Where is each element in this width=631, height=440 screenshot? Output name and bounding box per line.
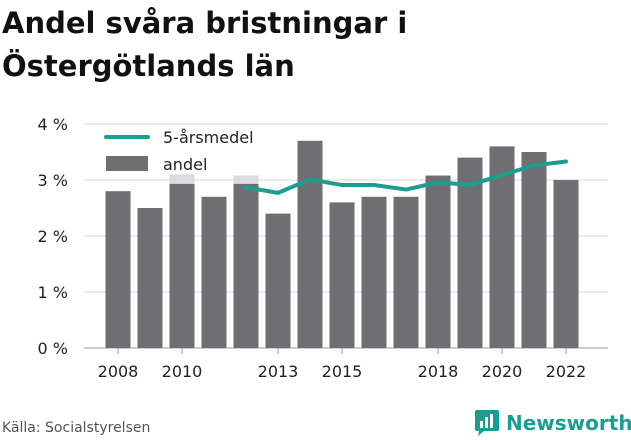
bar-andel — [521, 152, 547, 348]
legend-swatch-andel — [106, 156, 148, 171]
bar-andel — [169, 183, 195, 348]
bars-andel — [105, 140, 579, 348]
bar-andel — [425, 175, 451, 348]
bar-andel — [265, 213, 291, 348]
chart-title: Andel svåra bristningar i Östergötlands … — [2, 6, 408, 83]
legend-label-5-arsmedel: 5-årsmedel — [163, 128, 254, 147]
bar-andel — [457, 157, 483, 348]
bar-andel — [329, 202, 355, 348]
x-tick-label: 2013 — [258, 362, 299, 381]
y-tick-label: 4 % — [38, 115, 68, 134]
bar-andel — [297, 140, 323, 348]
y-tick-label: 3 % — [38, 171, 68, 190]
legend: 5-årsmedel andel — [104, 128, 254, 174]
y-tick-label: 2 % — [38, 227, 68, 246]
x-tick-label: 2010 — [162, 362, 203, 381]
x-tick-label: 2008 — [98, 362, 139, 381]
bar-andel — [393, 196, 419, 348]
bar-andel — [105, 191, 131, 348]
bar-andel — [489, 146, 515, 348]
bar-andel — [361, 196, 387, 348]
y-tick-label: 0 % — [38, 339, 68, 358]
x-tick-label: 2018 — [418, 362, 459, 381]
bar-andel — [553, 180, 579, 348]
y-tick-label: 1 % — [38, 283, 68, 302]
newsworthy-logo: Newsworthy — [474, 406, 631, 440]
line-5-arsmedel — [244, 159, 568, 195]
source-credit: Källa: Socialstyrelsen — [2, 420, 151, 436]
x-tick-label: 2015 — [322, 362, 363, 381]
bar-line-chart: 0 % 1 % 2 % 3 % 4 % 2008 2010 2013 2015 2018 2020… — [38, 115, 608, 381]
y-axis-tick-labels: 0 % 1 % 2 % 3 % 4 % — [38, 115, 68, 358]
bar-andel — [137, 208, 163, 348]
line-path-5-arsmedel — [244, 159, 568, 195]
x-tick-label: 2022 — [546, 362, 587, 381]
newsworthy-chart-bubble-icon — [475, 410, 499, 436]
brand-name: Newsworthy — [506, 411, 631, 435]
x-axis-ticks: 2008 2010 2013 2015 2018 2020 2022 — [98, 348, 587, 381]
x-tick-label: 2020 — [482, 362, 523, 381]
legend-label-andel: andel — [163, 155, 207, 174]
bar-andel — [201, 196, 227, 348]
bar-andel — [233, 183, 259, 348]
